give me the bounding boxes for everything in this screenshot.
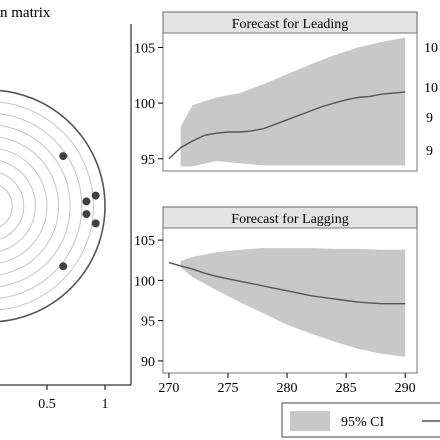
y-tick-label: 95 (141, 315, 155, 330)
y-tick-label: 105 (134, 234, 155, 249)
forecast-line (168, 91, 406, 160)
right-edge-label: 10 (424, 81, 438, 96)
legend-ci-label: 95% CI (341, 415, 385, 430)
x-tick-label: 275 (217, 381, 238, 396)
x-tick-label: 285 (336, 381, 357, 396)
panel-lagging-title: Forecast for Lagging (231, 212, 348, 227)
y-tick-label: 90 (141, 355, 155, 370)
x-tick-label: 290 (395, 381, 416, 396)
polar-ring (0, 113, 83, 299)
panel-leading: Forecast for Leading 95 100 105 (134, 11, 418, 172)
ci-band (180, 248, 406, 357)
x-tick-label: 0.5 (38, 397, 56, 412)
scatter-point (91, 191, 100, 200)
x-tick-label: 1 (102, 397, 109, 412)
scatter-point (82, 197, 91, 206)
legend: 95% CI (281, 402, 440, 438)
unit-circle (0, 89, 106, 323)
x-tick-label: 270 (158, 381, 179, 396)
scatter-point (82, 210, 91, 219)
y-tick-label: 95 (141, 153, 155, 168)
y-tick-label: 105 (134, 41, 155, 56)
scatter-point (59, 152, 68, 161)
panel-lagging: Forecast for Lagging 90 95 100 105 270 275 28… (134, 206, 418, 396)
right-edge-label: 9 (426, 144, 433, 159)
left-panel-title-fragment: n matrix (0, 5, 51, 21)
x-tick-label: 280 (277, 381, 298, 396)
polar-ring (0, 160, 36, 252)
y-tick-label: 100 (134, 97, 155, 112)
ci-band (180, 37, 406, 167)
right-edge-label: 9 (426, 111, 433, 126)
polar-ring (0, 136, 60, 276)
polar-ring (0, 172, 25, 240)
polar-ring (0, 125, 71, 287)
polar-plot (0, 89, 106, 323)
left-panel: 0.5 1 (0, 24, 132, 412)
right-edge-label: 10 (424, 41, 438, 56)
scatter-point (59, 262, 68, 271)
polar-ring (0, 148, 48, 264)
scatter-point (91, 219, 100, 228)
y-tick-label: 100 (134, 274, 155, 289)
polar-ring (0, 185, 13, 227)
polar-ring (0, 101, 94, 311)
forecast-line (168, 261, 406, 305)
panel-leading-title: Forecast for Leading (232, 17, 349, 32)
right-edge-labels: 10 10 9 9 (424, 41, 438, 159)
legend-ci-swatch (290, 411, 330, 431)
